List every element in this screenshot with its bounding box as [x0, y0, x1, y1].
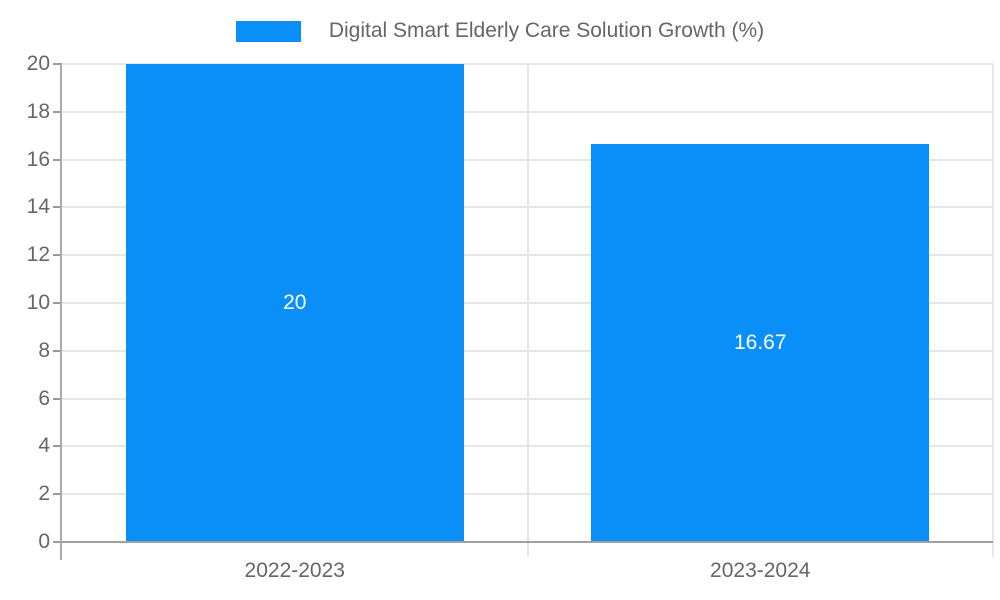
- x-tick-label: 2023-2024: [710, 559, 811, 582]
- legend-swatch-icon: [235, 20, 301, 42]
- y-tick-label: 4: [38, 434, 50, 458]
- y-tick-label: 12: [26, 243, 50, 267]
- category-boundary-line: [526, 64, 529, 557]
- y-tick: [53, 445, 62, 448]
- y-tick: [53, 541, 62, 543]
- y-tick: [53, 493, 62, 496]
- y-tick-label: 8: [38, 338, 50, 362]
- bar[interactable]: [591, 143, 930, 542]
- y-tick-label: 6: [38, 386, 50, 410]
- y-axis-line: [60, 64, 62, 560]
- y-tick-label: 20: [26, 52, 50, 75]
- y-tick: [53, 110, 62, 113]
- y-tick: [53, 254, 62, 257]
- y-tick-label: 0: [38, 530, 50, 553]
- y-tick: [53, 206, 62, 209]
- bar-value-label: 20: [283, 291, 307, 314]
- y-tick-label: 14: [26, 195, 50, 219]
- bar[interactable]: [125, 64, 464, 542]
- x-axis-line: [62, 541, 993, 543]
- legend-label: Digital Smart Elderly Care Solution Grow…: [328, 19, 765, 42]
- y-tick-label: 2: [38, 482, 50, 506]
- x-tick-label: 2022-2023: [244, 559, 345, 582]
- y-tick-label: 10: [26, 291, 50, 314]
- y-tick: [53, 302, 62, 304]
- legend-item[interactable]: Digital Smart Elderly Care Solution Grow…: [235, 18, 765, 44]
- legend: Digital Smart Elderly Care Solution Grow…: [0, 18, 1000, 44]
- y-tick: [53, 397, 62, 400]
- y-tick-label: 16: [26, 147, 50, 171]
- y-tick-label: 18: [26, 99, 50, 123]
- y-tick: [53, 158, 62, 161]
- y-tick: [53, 349, 62, 352]
- bar-value-label: 16.67: [733, 330, 787, 354]
- category-boundary-line: [992, 64, 994, 557]
- y-tick: [53, 63, 62, 65]
